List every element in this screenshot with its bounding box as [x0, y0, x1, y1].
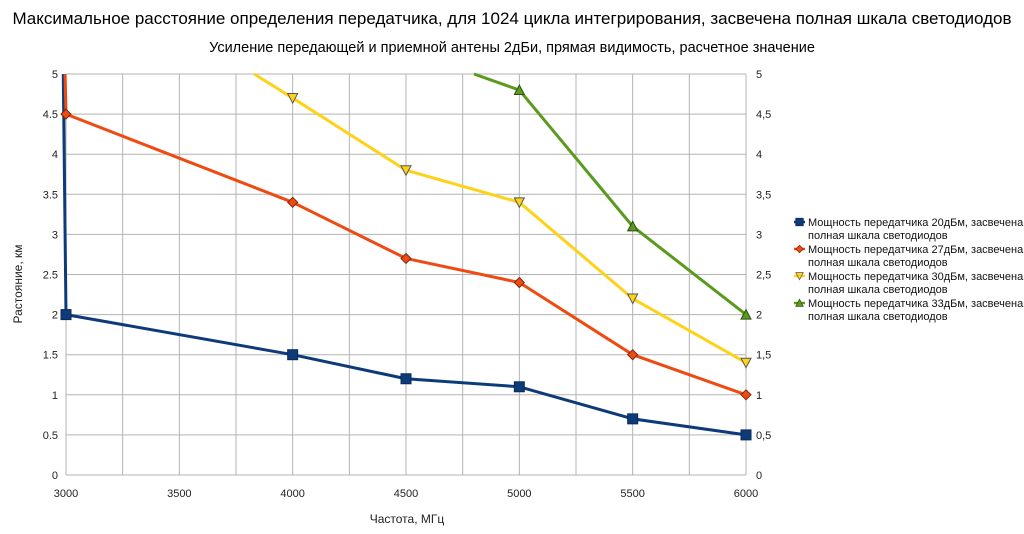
- plot-area: [60, 72, 752, 441]
- data-point: [626, 348, 639, 361]
- y-tick-label: 2.5: [43, 270, 58, 282]
- y2-tick-label: 3: [756, 229, 762, 241]
- x-axis-ticks: 3000 3500 4000 4500 5000 5500 6000: [54, 488, 758, 500]
- legend: Мощность передатчика 20дБм, засвеченапол…: [794, 217, 1024, 323]
- data-point: [740, 389, 752, 401]
- legend-label: Мощность передатчика 20дБм, засвечена: [808, 217, 1024, 229]
- data-point: [795, 217, 804, 227]
- legend-label: Мощность передатчика 33дБм, засвечена: [808, 298, 1024, 310]
- y-tick-label: 1: [52, 390, 58, 402]
- x-tick-label: 4000: [280, 488, 304, 500]
- data-point: [740, 308, 752, 320]
- y-tick-label: 2: [52, 310, 58, 322]
- y-tick-label: 1.5: [43, 350, 58, 362]
- series-line-lead-in: [473, 72, 520, 92]
- series-2: [60, 73, 752, 401]
- y-tick-label: 4: [52, 149, 58, 161]
- data-point: [400, 252, 412, 265]
- data-point: [400, 373, 412, 385]
- y2-tick-label: 5: [756, 69, 762, 81]
- y2-tick-label: 2,5: [756, 270, 771, 282]
- y2-tick-label: 2: [756, 310, 762, 322]
- y2-tick-label: 4: [756, 149, 762, 161]
- y-tick-label: 5: [52, 69, 58, 81]
- data-point: [60, 108, 72, 120]
- legend-label: полная шкала светодиодов: [808, 311, 948, 323]
- legend-label: Мощность передатчика 30дБм, засвечена: [808, 271, 1024, 283]
- series-line-lead-in: [63, 73, 68, 115]
- y-axis-ticks: 0 0.5 1 1.5 2 2.5 3 3.5 4 4.5 5: [43, 69, 58, 482]
- y2-tick-label: 3,5: [756, 189, 771, 201]
- x-tick-label: 5500: [620, 488, 644, 500]
- data-point: [60, 309, 72, 321]
- y-tick-label: 3.5: [43, 189, 58, 201]
- data-point: [513, 276, 526, 289]
- data-point: [795, 298, 804, 307]
- chart-subtitle: Усиление передающей и приемной антены 2д…: [209, 40, 815, 56]
- y2-tick-label: 4,5: [756, 109, 771, 121]
- series-4: [473, 72, 752, 320]
- grid-lines: [65, 73, 747, 476]
- series-line: [65, 112, 747, 397]
- data-point: [286, 196, 299, 209]
- series-line: [65, 313, 747, 437]
- legend-label: полная шкала светодиодов: [808, 257, 948, 269]
- series-3: [253, 72, 752, 369]
- y-tick-label: 0: [52, 470, 58, 482]
- x-tick-label: 4500: [394, 488, 418, 500]
- legend-label: Мощность передатчика 27дБм, засвечена: [808, 244, 1024, 256]
- legend-item: Мощность передатчика 27дБм, засвеченапол…: [794, 244, 1024, 269]
- x-tick-label: 3000: [54, 488, 78, 500]
- legend-label: полная шкала светодиодов: [808, 284, 948, 296]
- chart-title: Максимальное расстояние определения пере…: [12, 9, 1011, 28]
- data-point: [626, 220, 639, 232]
- legend-label: полная шкала светодиодов: [808, 230, 948, 242]
- data-point: [513, 83, 526, 96]
- legend-item: Мощность передатчика 30дБм, засвеченапол…: [794, 271, 1024, 296]
- data-point: [626, 293, 639, 305]
- y-tick-label: 3: [52, 229, 58, 241]
- y2-axis-ticks: 0 0,5 1 1,5 2 2,5 3 3,5 4 4,5 5: [756, 69, 771, 482]
- data-point: [287, 349, 299, 361]
- y-tick-label: 0.5: [43, 430, 58, 442]
- series-line-lead-in: [253, 72, 294, 100]
- data-point: [795, 244, 804, 254]
- data-point: [400, 165, 412, 177]
- y-axis-label: Растояние, км: [11, 245, 25, 324]
- data-point: [740, 357, 752, 369]
- y2-tick-label: 0: [756, 470, 762, 482]
- y2-tick-label: 0,5: [756, 430, 771, 442]
- x-tick-label: 6000: [734, 488, 758, 500]
- data-point: [795, 272, 804, 281]
- legend-item: Мощность передатчика 20дБм, засвеченапол…: [794, 217, 1024, 242]
- x-tick-label: 5000: [507, 488, 531, 500]
- data-point: [513, 381, 525, 393]
- data-point: [740, 429, 752, 441]
- data-point: [513, 197, 526, 209]
- x-tick-label: 3500: [167, 488, 191, 500]
- y2-tick-label: 1,5: [756, 350, 771, 362]
- y-tick-label: 4.5: [43, 109, 58, 121]
- x-axis-label: Частота, МГц: [370, 512, 445, 526]
- legend-item: Мощность передатчика 33дБм, засвеченапол…: [794, 298, 1024, 323]
- y2-tick-label: 1: [756, 390, 762, 402]
- data-point: [286, 93, 299, 105]
- data-point: [627, 413, 639, 425]
